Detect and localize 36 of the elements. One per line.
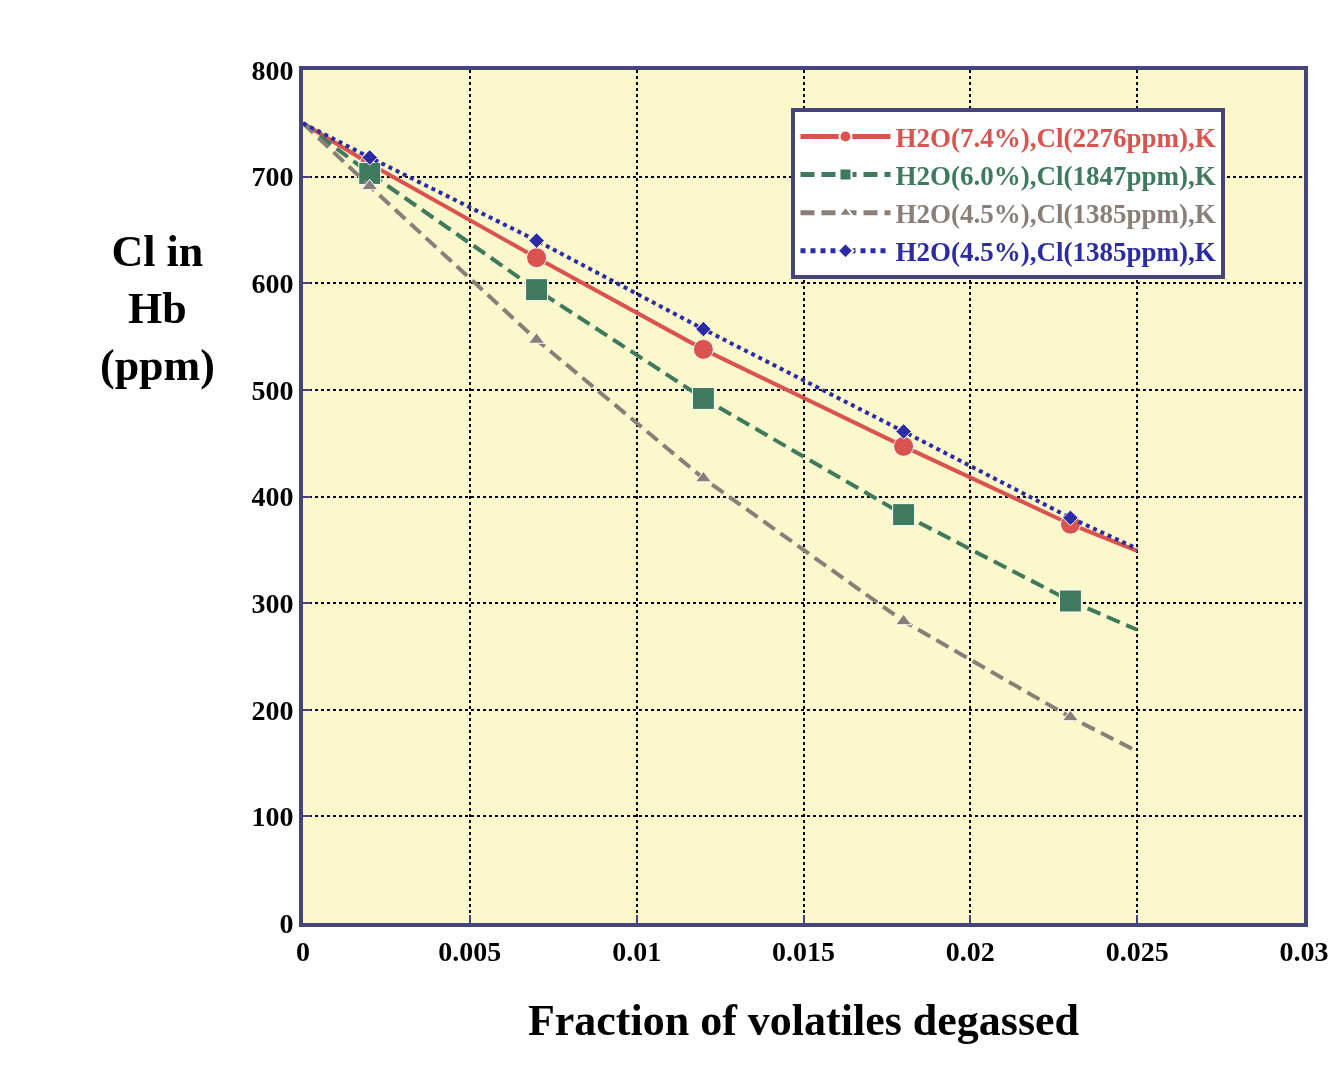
- point: [361, 178, 379, 191]
- y-tick-label: 400: [251, 481, 294, 513]
- point: [361, 149, 379, 166]
- point: [892, 503, 916, 527]
- y-tick-label: 600: [251, 268, 294, 300]
- y-tick-label: 0: [279, 907, 294, 939]
- point: [695, 320, 712, 338]
- x-tick-label: 0.025: [1105, 935, 1169, 967]
- y-tick-label: 500: [251, 374, 294, 406]
- x-tick-label: 0.03: [1279, 935, 1329, 967]
- x-tick-label: 0.005: [438, 935, 502, 967]
- x-tick-label: 0.02: [945, 935, 995, 967]
- point: [691, 386, 715, 410]
- y-tick-label: 100: [251, 801, 294, 833]
- legend-label: H2O(4.5%),Cl(1385ppm),K: [895, 199, 1216, 230]
- point: [694, 470, 712, 483]
- point: [1058, 589, 1082, 613]
- legend-label: H2O(6.0%),Cl(1847ppm),K: [895, 161, 1216, 192]
- point: [895, 613, 913, 626]
- legend-label: H2O(7.4%),Cl(2276ppm),K: [895, 122, 1216, 153]
- y-tick-label: 800: [251, 54, 294, 86]
- y-axis-title: Cl in Hb (ppm): [100, 227, 215, 391]
- x-axis-title: Fraction of volatiles degassed: [527, 996, 1080, 1046]
- point: [525, 278, 549, 302]
- point: [893, 435, 915, 457]
- point: [528, 232, 545, 249]
- y-tick-label: 700: [251, 161, 294, 193]
- point: [895, 423, 912, 440]
- y-tick-label: 200: [251, 694, 294, 726]
- legend-label: H2O(4.5%),Cl(1385ppm),K: [895, 237, 1216, 268]
- point: [692, 338, 714, 360]
- point: [526, 247, 548, 269]
- y-tick-label: 300: [251, 587, 294, 619]
- x-tick-label: 0.015: [772, 935, 835, 967]
- x-tick-label: 0.01: [612, 935, 662, 967]
- point: [1062, 509, 1079, 527]
